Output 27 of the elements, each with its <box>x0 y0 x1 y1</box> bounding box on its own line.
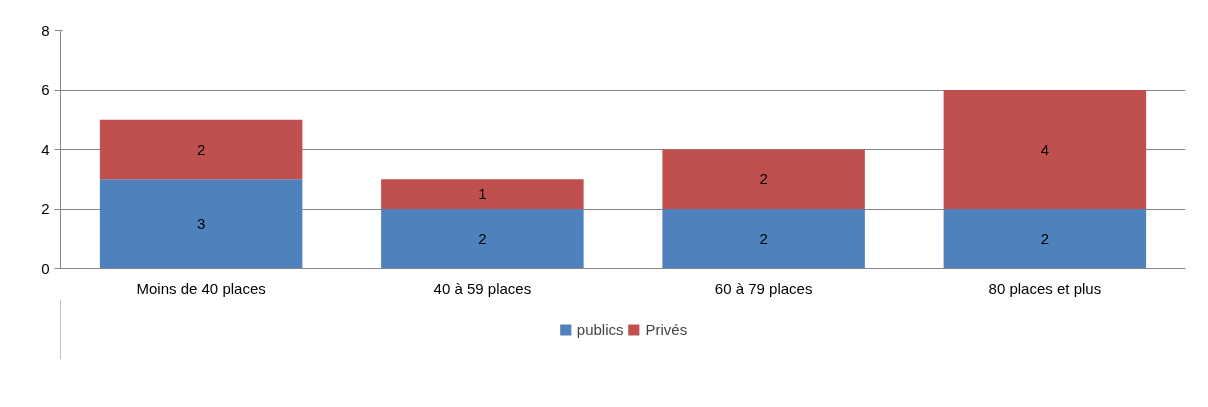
bar <box>662 149 865 209</box>
x-tick-label: 80 places et plus <box>988 279 1102 297</box>
bar <box>943 90 1147 209</box>
bar <box>99 119 303 180</box>
y-tick-label: 6 <box>41 81 50 98</box>
legend-label: publics <box>576 320 624 338</box>
bar <box>381 179 584 209</box>
y-tick-label: 8 <box>41 21 50 39</box>
data-label: 2 <box>1040 229 1050 247</box>
data-label: 2 <box>759 170 768 188</box>
x-tick-label: Moins de 40 places <box>136 279 266 297</box>
data-label: 3 <box>196 214 206 232</box>
data-label: 2 <box>478 229 487 247</box>
y-tick-label: 0 <box>41 259 50 277</box>
data-label: 2 <box>196 140 206 158</box>
legend-label: Privés <box>645 320 688 338</box>
y-tick-label: 2 <box>41 200 50 217</box>
x-tick-label: 60 à 79 places <box>714 279 813 297</box>
data-label: 4 <box>1040 140 1050 158</box>
bar <box>943 209 1147 269</box>
bar <box>381 209 584 269</box>
bar <box>99 179 303 269</box>
x-tick-label: 40 à 59 places <box>433 279 532 297</box>
data-label: 2 <box>759 229 768 247</box>
data-label: 1 <box>478 185 487 203</box>
bar <box>662 209 865 269</box>
y-tick-label: 4 <box>41 140 50 158</box>
